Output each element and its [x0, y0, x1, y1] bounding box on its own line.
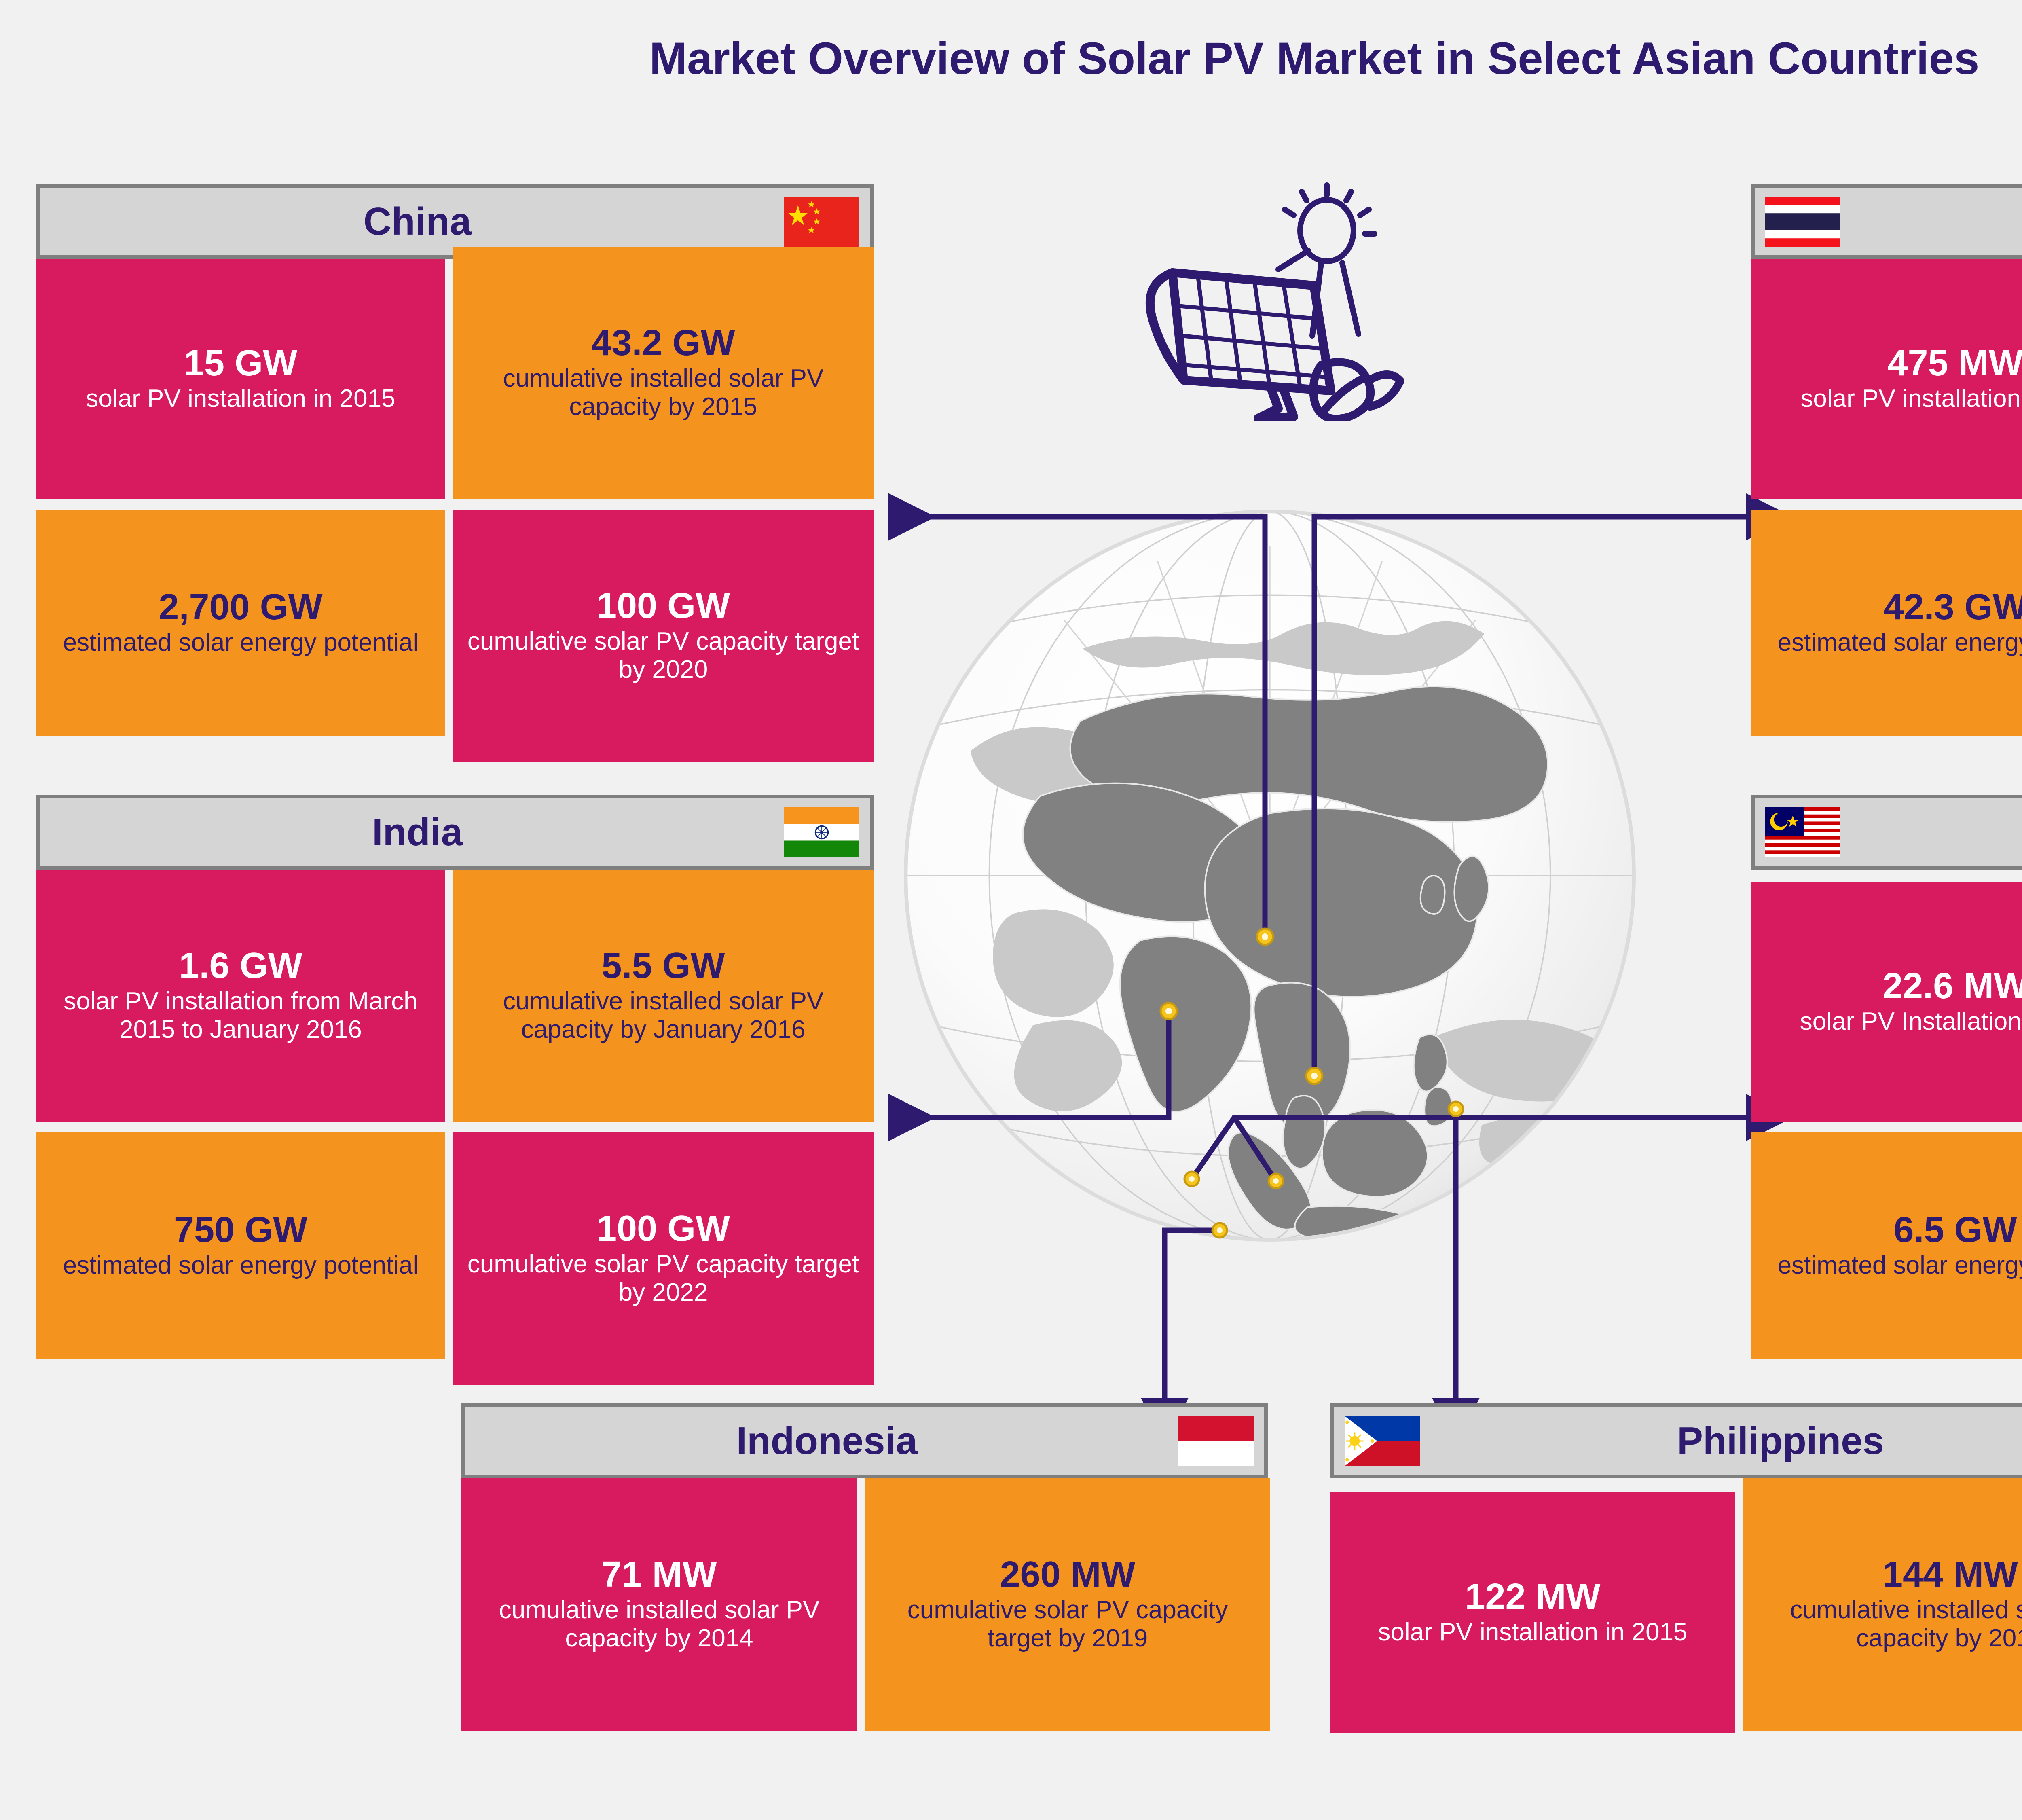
stat-label: estimated solar energy potential	[1777, 628, 2022, 656]
stat-label: solar PV installation in 2014	[1800, 385, 2022, 413]
stat-card: 15 GW solar PV installation in 2015	[36, 259, 445, 499]
stat-card: 2,700 GW estimated solar energy potentia…	[36, 510, 445, 736]
stat-card: 100 GW cumulative solar PV capacity targ…	[453, 510, 874, 762]
stat-value: 144 MW	[1882, 1554, 2018, 1595]
country-header-philippines: Philippines	[1330, 1403, 2022, 1478]
stat-value: 15 GW	[184, 343, 298, 384]
country-block-philippines: Philippines 122 MW solar PV installation…	[1330, 1403, 2022, 1767]
stat-label: cumulative solar PV capacity target by 2…	[907, 1596, 1228, 1653]
stat-label: estimated solar energy potential	[63, 1251, 419, 1279]
country-header-malaysia: Malaysia	[1751, 795, 2022, 870]
philippines-flag	[1345, 1416, 1420, 1466]
china-flag	[784, 196, 859, 247]
stat-value: 71 MW	[601, 1554, 717, 1595]
stat-label: estimated solar energy potential	[1777, 1251, 2022, 1279]
country-cards-china: 15 GW solar PV installation in 2015 43.2…	[36, 247, 874, 762]
stat-value: 100 GW	[596, 1208, 730, 1249]
country-cards-indonesia: 71 MW cumulative installed solar PV capa…	[461, 1478, 1278, 1767]
stat-card: 1.6 GW solar PV installation from March …	[36, 870, 445, 1122]
globe-asia-icon	[904, 510, 1636, 1242]
stat-card: 71 MW cumulative installed solar PV capa…	[461, 1478, 857, 1731]
stat-label: solar PV Installation in 2015	[1800, 1007, 2022, 1036]
stat-card: 5.5 GW cumulative installed solar PV cap…	[453, 870, 874, 1122]
stat-value: 42.3 GW	[1883, 586, 2022, 627]
malaysia-flag	[1765, 807, 1840, 857]
stat-card: 475 MW solar PV installation in 2014	[1751, 259, 2022, 499]
stat-label: solar PV installation from March 2015 to…	[63, 987, 418, 1044]
stat-value: 750 GW	[173, 1209, 308, 1250]
stat-value: 22.6 MW	[1882, 966, 2022, 1007]
stat-value: 260 MW	[1000, 1554, 1136, 1595]
country-header-indonesia: Indonesia	[461, 1403, 1268, 1478]
stat-value: 2,700 GW	[159, 586, 323, 627]
country-header-china: China	[36, 184, 874, 259]
country-cards-thailand: 475 MW solar PV installation in 2014 1.3…	[1751, 259, 2022, 746]
country-header-india: India	[36, 795, 874, 870]
country-name-philippines: Philippines	[1677, 1419, 1885, 1462]
country-name-indonesia: Indonesia	[736, 1419, 918, 1462]
stat-card: 22.6 MW solar PV Installation in 2015	[1751, 882, 2022, 1122]
stat-card: 6.5 GW estimated solar energy potential	[1751, 1132, 2022, 1359]
stat-label: cumulative solar PV capacity target by 2…	[467, 1250, 859, 1307]
stat-label: cumulative installed solar PV capacity b…	[503, 364, 824, 421]
stat-card: 750 GW estimated solar energy potential	[36, 1132, 445, 1359]
stat-value: 475 MW	[1887, 343, 2022, 384]
country-block-malaysia: Malaysia 22.6 MW solar PV Installation i…	[1751, 795, 2022, 1365]
stat-card: 122 MW solar PV installation in 2015	[1330, 1492, 1735, 1733]
stat-value: 5.5 GW	[601, 945, 725, 986]
stat-value: 43.2 GW	[591, 322, 735, 363]
country-cards-malaysia: 22.6 MW solar PV Installation in 2015 22…	[1751, 870, 2022, 1365]
stat-label: cumulative installed solar PV capacity b…	[499, 1596, 820, 1653]
page-title: Market Overview of Solar PV Market in Se…	[649, 33, 1980, 84]
stat-card: 42.3 GW estimated solar energy potential	[1751, 510, 2022, 736]
stat-label: cumulative installed solar PV capacity b…	[503, 987, 824, 1044]
country-name-malaysia: Malaysia	[1840, 813, 2022, 852]
stat-card: 100 GW cumulative solar PV capacity targ…	[453, 1132, 874, 1385]
stat-label: estimated solar energy potential	[63, 628, 419, 656]
india-flag	[784, 807, 859, 857]
country-name-china: China	[363, 199, 472, 243]
thailand-flag	[1765, 196, 1840, 247]
stat-label: solar PV installation in 2015	[1378, 1618, 1688, 1646]
stat-value: 122 MW	[1465, 1577, 1601, 1617]
stat-label: cumulative installed solar PV capacity b…	[1790, 1596, 2022, 1653]
country-name-india: India	[372, 810, 463, 854]
stat-card: 260 MW cumulative solar PV capacity targ…	[865, 1478, 1270, 1731]
country-header-thailand: Thailand	[1751, 184, 2022, 259]
country-block-indonesia: Indonesia 71 MW cumulative installed sol…	[461, 1403, 1278, 1767]
stat-card: 43.2 GW cumulative installed solar PV ca…	[453, 247, 874, 499]
stat-card: 144 MW cumulative installed solar PV cap…	[1743, 1478, 2022, 1731]
country-cards-philippines: 122 MW solar PV installation in 2015 144…	[1330, 1478, 2022, 1767]
country-cards-india: 1.6 GW solar PV installation from March …	[36, 870, 874, 1385]
stat-value: 6.5 GW	[1893, 1209, 2017, 1250]
indonesia-flag	[1178, 1416, 1254, 1466]
solar-panel-with-sun-and-leaf-icon	[1145, 182, 1404, 421]
country-block-china: China 15 GW solar PV installation in 201…	[36, 184, 874, 762]
stat-label: solar PV installation in 2015	[86, 385, 396, 413]
country-block-thailand: Thailand 475 MW solar PV installation in…	[1751, 184, 2022, 746]
stat-label: cumulative solar PV capacity target by 2…	[467, 627, 859, 684]
stat-value: 1.6 GW	[179, 945, 302, 986]
country-name-thailand: Thailand	[1840, 202, 2022, 241]
country-block-india: India 1.6 GW solar PV installati	[36, 795, 874, 1385]
stat-value: 100 GW	[596, 585, 730, 626]
